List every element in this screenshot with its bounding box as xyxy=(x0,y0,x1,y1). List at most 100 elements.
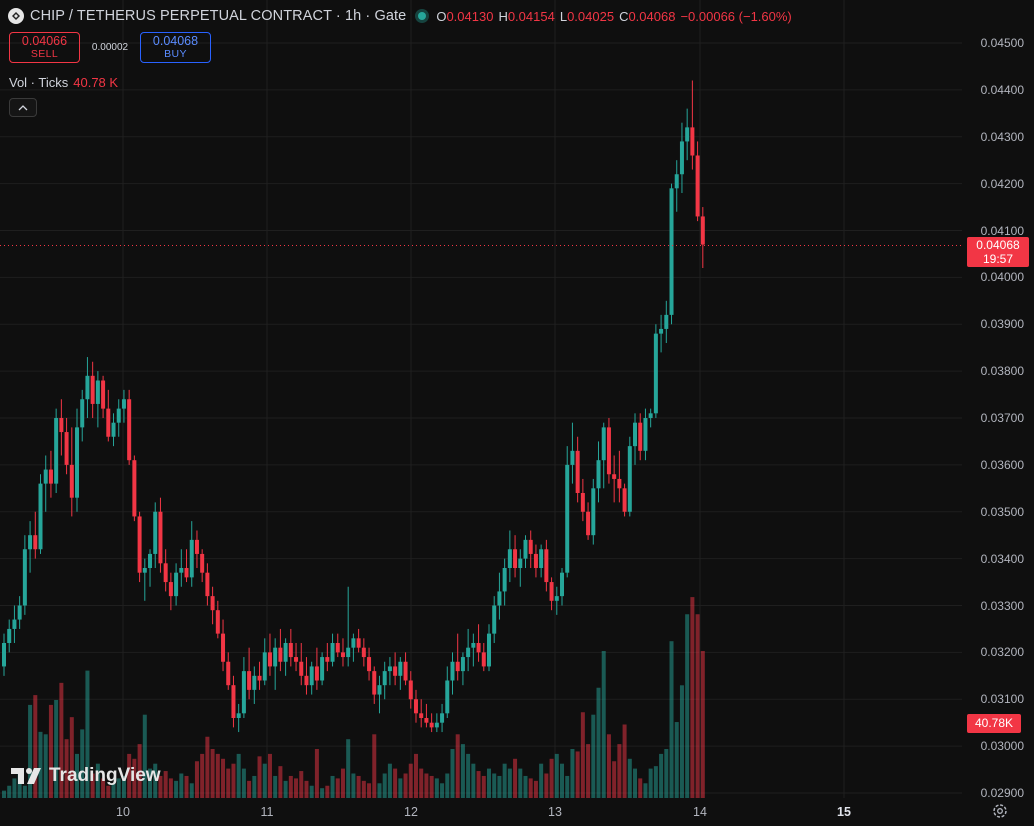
candle-body xyxy=(283,643,288,662)
candle xyxy=(617,450,622,503)
candle xyxy=(450,652,455,695)
candle-body xyxy=(586,511,591,536)
candle-body xyxy=(95,380,100,404)
candle xyxy=(523,535,528,568)
trade-buttons: 0.04066 SELL 0.00002 0.04068 BUY xyxy=(9,32,211,63)
volume-bar xyxy=(257,756,262,798)
candle-body xyxy=(497,591,502,606)
buy-button[interactable]: 0.04068 BUY xyxy=(140,32,211,63)
volume-bar xyxy=(299,771,304,798)
candle-body xyxy=(221,633,226,662)
candle xyxy=(273,638,278,690)
candle xyxy=(622,483,627,517)
volume-bar xyxy=(106,785,111,798)
candle-body xyxy=(440,713,445,723)
candle-body xyxy=(184,568,189,578)
candle xyxy=(137,511,142,583)
ohlc-key: C xyxy=(619,9,629,24)
volume-bar xyxy=(267,753,272,798)
candle xyxy=(153,502,158,568)
candle xyxy=(518,549,523,587)
candle-body xyxy=(476,643,481,653)
volume-bar xyxy=(497,775,502,798)
candle xyxy=(502,558,507,606)
candle-body xyxy=(75,427,80,498)
candle xyxy=(335,633,340,658)
volume-bar xyxy=(85,670,90,798)
candle xyxy=(403,652,408,686)
volume-bar xyxy=(335,778,340,798)
collapse-legend-button[interactable] xyxy=(9,98,37,117)
candle-body xyxy=(653,333,658,414)
candle xyxy=(695,141,700,222)
symbol-title[interactable]: CHIP / TETHERUS PERPETUAL CONTRACT · 1h … xyxy=(30,8,407,24)
candle-body xyxy=(606,427,611,475)
candle xyxy=(351,633,356,662)
candle-body xyxy=(189,539,194,578)
volume-bar xyxy=(142,714,147,798)
candle xyxy=(471,633,476,667)
candle xyxy=(106,389,111,442)
candle xyxy=(361,638,366,667)
volume-bar xyxy=(54,700,59,798)
candle-body xyxy=(142,568,147,573)
sell-price: 0.04066 xyxy=(21,33,68,48)
volume-bar xyxy=(168,778,173,798)
symbol-logo-icon[interactable] xyxy=(8,8,24,24)
candle-body xyxy=(643,418,648,451)
volume-bar xyxy=(612,761,617,798)
volume-bar xyxy=(148,768,153,798)
volume-bar xyxy=(690,597,695,798)
candle xyxy=(601,422,606,489)
candle xyxy=(346,586,351,667)
time-axis-label: 14 xyxy=(693,805,707,819)
volume-legend[interactable]: Vol · Ticks 40.78 K xyxy=(9,75,118,90)
settings-gear-icon[interactable] xyxy=(991,802,1009,820)
volume-bar xyxy=(455,734,460,798)
sell-button[interactable]: 0.04066 SELL xyxy=(9,32,80,63)
candle-body xyxy=(17,605,22,620)
volume-bar xyxy=(153,763,158,798)
candle-body xyxy=(148,553,153,568)
volume-bar xyxy=(507,768,512,798)
candle xyxy=(111,413,116,447)
candle xyxy=(85,357,90,418)
candle-body xyxy=(69,464,74,498)
candle xyxy=(700,207,705,268)
grid-lines xyxy=(0,0,962,798)
candle xyxy=(544,539,549,592)
candle-body xyxy=(424,718,429,723)
candle-body xyxy=(43,469,48,484)
candle-body xyxy=(648,413,653,418)
candle-body xyxy=(236,713,241,718)
volume-bar xyxy=(231,763,236,798)
candle-body xyxy=(450,661,455,681)
volume-bar xyxy=(533,780,538,798)
tradingview-logo[interactable]: TradingView xyxy=(11,765,161,787)
ohlc-value: 0.04025 xyxy=(567,9,615,24)
volume-bar xyxy=(101,778,106,798)
candle-body xyxy=(408,680,413,700)
volume-bar xyxy=(377,783,382,798)
candle-body xyxy=(679,141,684,175)
volume-bar xyxy=(460,744,465,798)
volume-bar xyxy=(288,775,293,798)
candle-body xyxy=(466,647,471,658)
volume-bar xyxy=(382,773,387,798)
candle-body xyxy=(304,675,309,686)
volume-bar xyxy=(69,717,74,798)
ohlc-c: C0.04068 xyxy=(619,9,675,24)
volume-bar xyxy=(38,731,43,798)
candle xyxy=(75,408,80,512)
volume-bar xyxy=(2,790,6,798)
price-axis-label: 0.03200 xyxy=(980,645,1024,660)
candle xyxy=(669,183,674,325)
volume-bar xyxy=(419,768,424,798)
candle xyxy=(158,497,163,573)
candle-body xyxy=(257,675,262,681)
volume-bar xyxy=(486,768,491,798)
price-axis-label: 0.04500 xyxy=(980,36,1024,50)
candle-body xyxy=(685,127,690,142)
volume-bar xyxy=(476,771,481,798)
